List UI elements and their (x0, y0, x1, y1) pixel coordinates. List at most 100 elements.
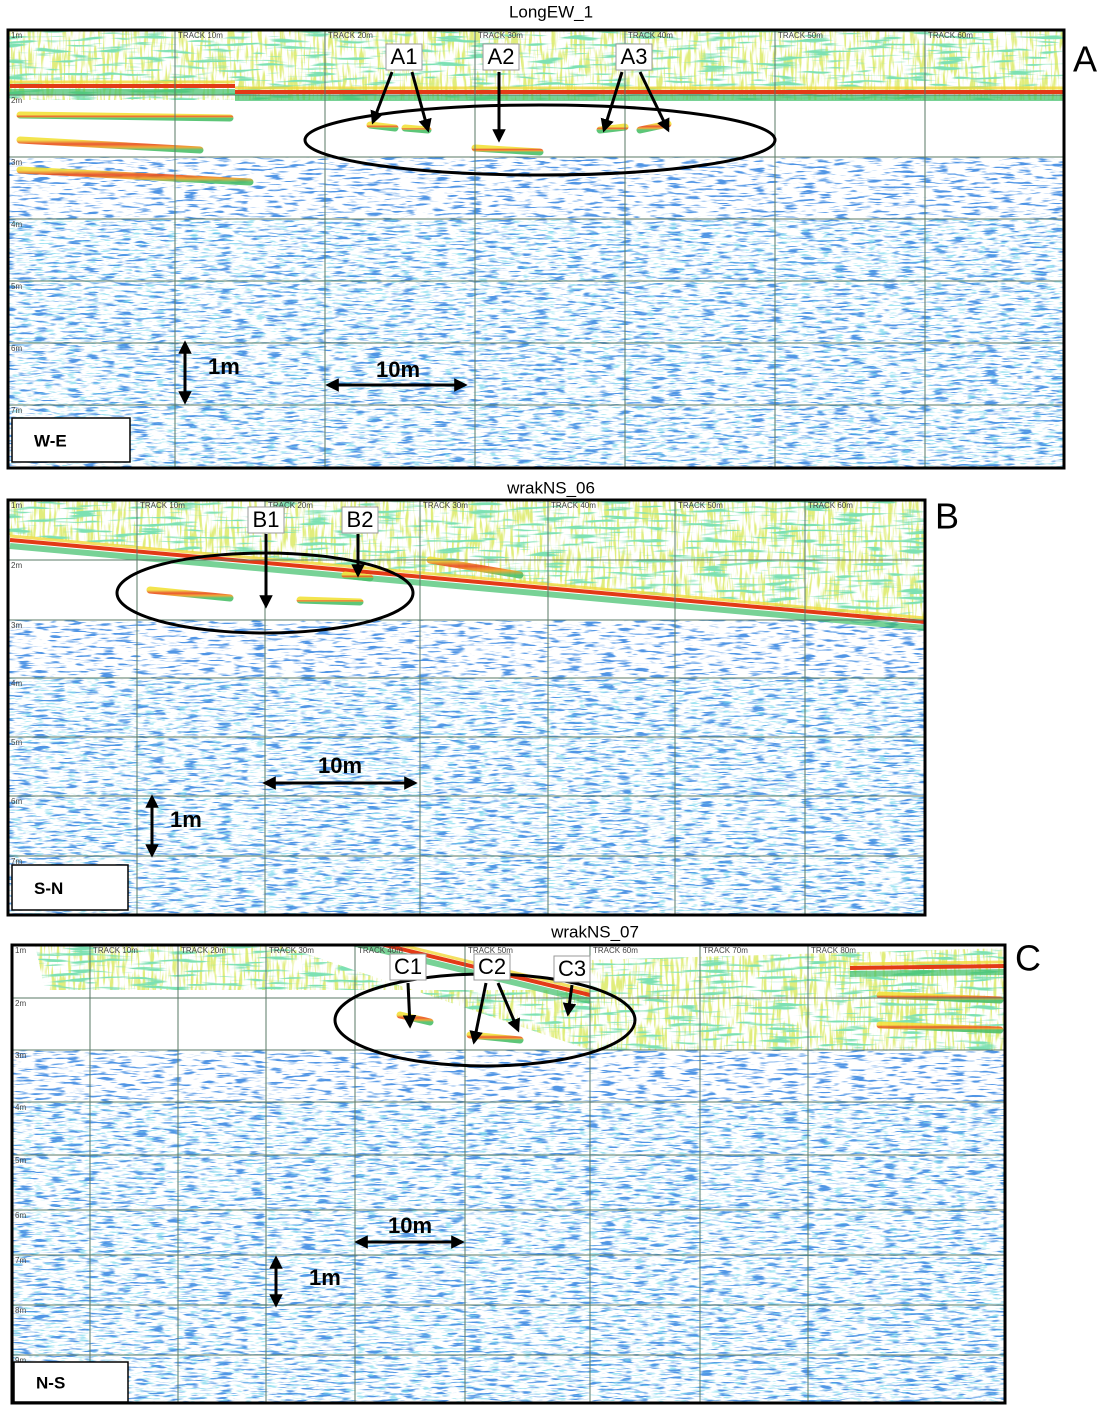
horizontal-scale-label: 10m (318, 753, 362, 778)
reflector (16, 136, 204, 154)
panel-title: wrakNS_06 (506, 478, 595, 497)
annotation-box (473, 953, 511, 981)
annotation-box (553, 955, 591, 983)
depth-label: 5m (15, 1156, 26, 1165)
reflector (471, 144, 544, 156)
depth-label: 4m (11, 679, 22, 688)
arrow (600, 71, 624, 133)
depth-label: 1m (11, 31, 22, 40)
depth-label: 3m (15, 1051, 26, 1060)
track-label: TRACK 20m (268, 501, 313, 510)
arrow (638, 71, 670, 133)
annotation-label: B2 (347, 507, 374, 532)
depth-label: 1m (15, 946, 26, 955)
annotation-label: C1 (394, 954, 422, 979)
annotation-box (247, 506, 285, 534)
panel-letter: C (1015, 938, 1041, 979)
track-label: TRACK 60m (808, 501, 853, 510)
horizontal-scale-label: 10m (376, 357, 420, 382)
arrow (469, 982, 488, 1045)
reflector (341, 571, 374, 582)
depth-label: 7m (15, 1256, 26, 1265)
annotation-label: A2 (488, 44, 515, 69)
direction-box (13, 1361, 129, 1403)
panel-letter: A (1073, 39, 1097, 80)
panel: TRACK 10m TRACK 20m TRACK 30m TRACK 40m TRAC… (10, 922, 1041, 1405)
panel: TRACK 10m TRACK 20m TRACK 30m TRACK 40m TRAC… (6, 478, 959, 917)
annotation-label: C2 (478, 954, 506, 979)
depth-label: 7m (11, 406, 22, 415)
annotation-label: C3 (558, 956, 586, 981)
reflector (16, 166, 254, 186)
arrow (496, 982, 520, 1033)
reflector (366, 121, 399, 132)
depth-label: 4m (11, 220, 22, 229)
depth-label: 1m (11, 501, 22, 510)
track-label: TRACK 60m (593, 946, 638, 955)
annotation-label: B1 (253, 507, 280, 532)
highlight-ellipse (303, 103, 777, 177)
reflector-band (9, 538, 925, 624)
annotation-box (341, 506, 379, 534)
reflector (426, 556, 524, 579)
track-label: TRACK 30m (423, 501, 468, 510)
track-label: TRACK 30m (269, 946, 314, 955)
direction-box (11, 417, 131, 463)
panel-frame (6, 498, 927, 917)
panel-title: wrakNS_07 (550, 922, 639, 941)
panel-title: LongEW_1 (509, 2, 593, 21)
track-label: TRACK 40m (551, 501, 596, 510)
reflector-band (849, 969, 1005, 977)
depth-label: 3m (11, 621, 22, 630)
radargram (8, 500, 925, 915)
reflector-band (9, 534, 925, 620)
annotation-box (615, 43, 653, 71)
depth-label: 5m (11, 738, 22, 747)
arrow (410, 71, 432, 133)
depth-label: 6m (11, 797, 22, 806)
track-label: TRACK 40m (358, 946, 403, 955)
vertical-scale-label: 1m (208, 354, 240, 379)
annotation-box (389, 953, 427, 981)
track-label: TRACK 10m (140, 501, 185, 510)
direction-label: W-E (34, 431, 67, 450)
depth-label: 4m (15, 1103, 26, 1112)
depth-label: 2m (11, 561, 22, 570)
arrow (370, 71, 394, 125)
annotation-box (385, 43, 423, 71)
radargram (8, 30, 1064, 468)
direction-label: N-S (36, 1373, 65, 1392)
reflector (466, 1031, 524, 1044)
panel-letter: B (935, 496, 959, 537)
track-label: TRACK 10m (93, 946, 138, 955)
track-label: TRACK 50m (468, 946, 513, 955)
depth-label: 2m (15, 999, 26, 1008)
reflector (146, 586, 234, 602)
annotation-label: A1 (391, 44, 418, 69)
reflector (16, 111, 234, 122)
vertical-scale-label: 1m (170, 807, 202, 832)
arrow (402, 982, 417, 1029)
reflector-band (849, 964, 1005, 970)
track-label: TRACK 70m (703, 946, 748, 955)
depth-label: 5m (11, 282, 22, 291)
track-label: TRACK 20m (328, 31, 373, 40)
panel: TRACK 10m TRACK 20m TRACK 30m TRACK 40m TRAC… (6, 2, 1097, 470)
noise-cyan (12, 1102, 1005, 1403)
panel-frame (6, 28, 1066, 470)
panel-frame (10, 943, 1007, 1405)
depth-label: 6m (15, 1211, 26, 1220)
reflector (296, 596, 364, 606)
track-label: TRACK 80m (811, 946, 856, 955)
reflector-band (849, 960, 1005, 966)
track-label: TRACK 50m (678, 501, 723, 510)
horizontal-scale-label: 10m (388, 1213, 432, 1238)
depth-label: 6m (11, 344, 22, 353)
vertical-scale-label: 1m (309, 1265, 341, 1290)
depth-label: 8m (15, 1306, 26, 1315)
direction-box (11, 864, 129, 911)
annotation-label: A3 (621, 44, 648, 69)
arrow (562, 984, 577, 1017)
